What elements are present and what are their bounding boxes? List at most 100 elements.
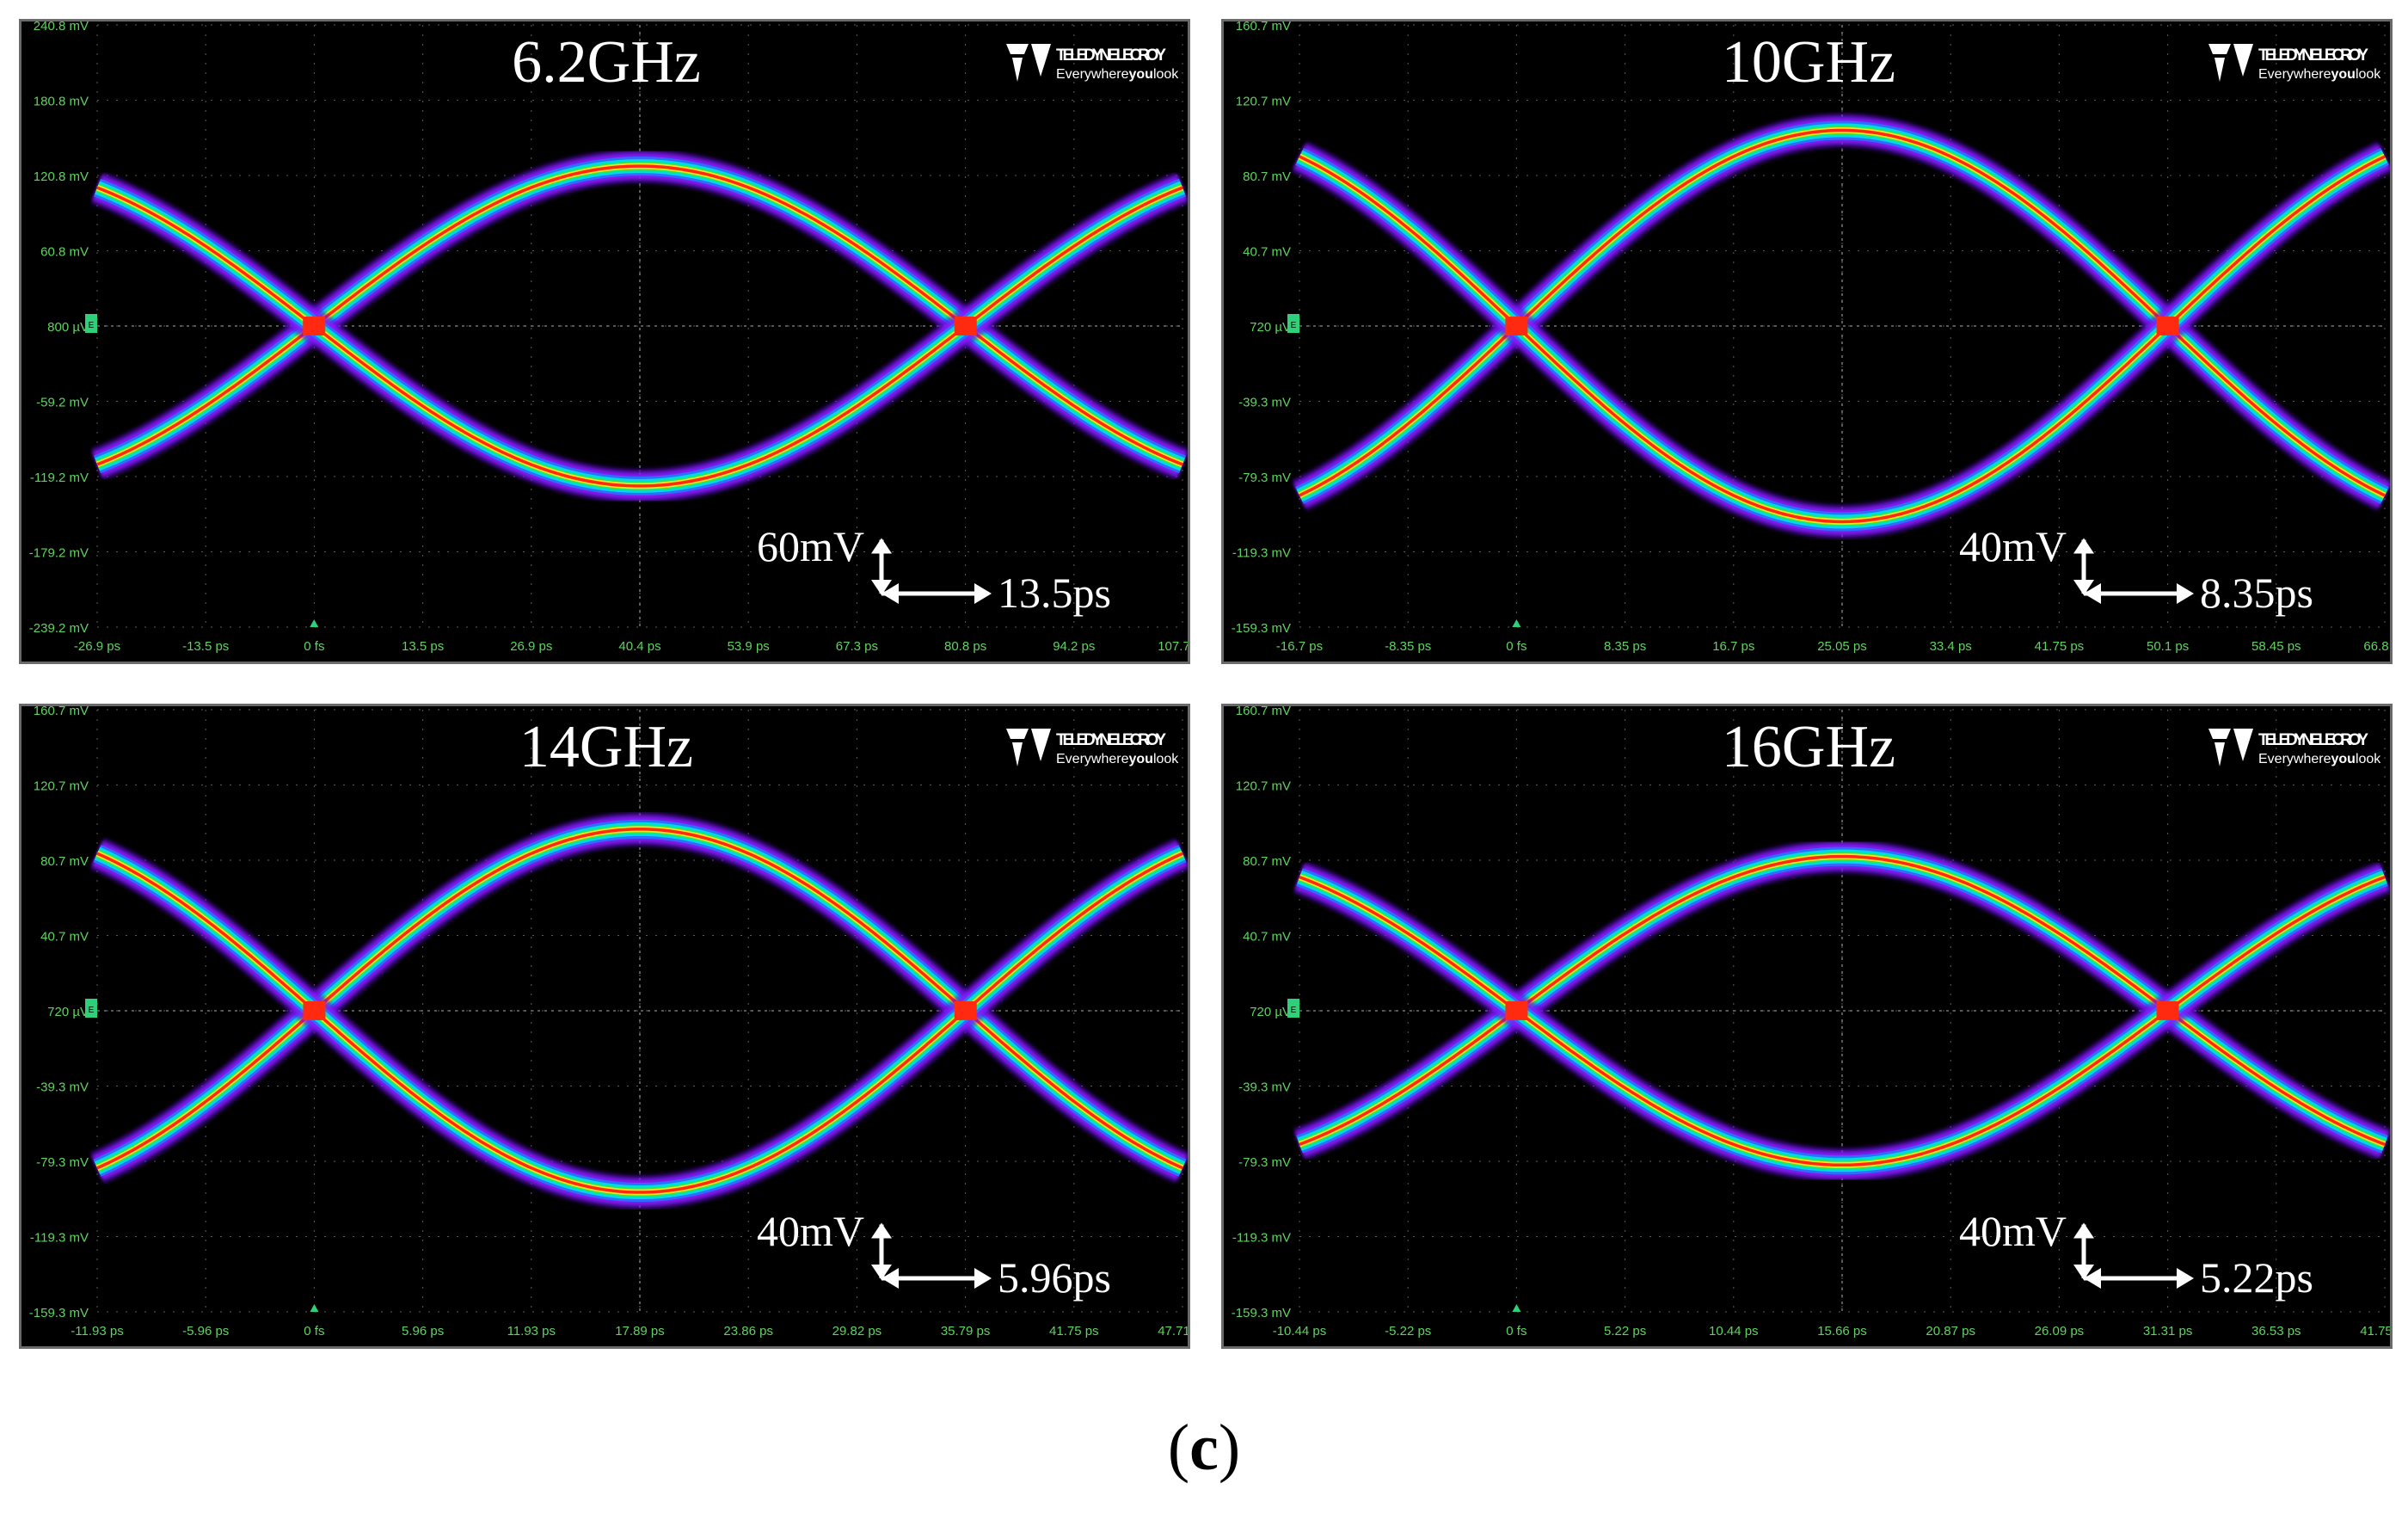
logo-tagline-bold: you — [1128, 752, 1152, 766]
y-tick-label: 80.7 mV — [1243, 854, 1291, 869]
x-tick-label: 5.22 ps — [1604, 1324, 1646, 1339]
trigger-marker-glyph: E — [89, 1006, 95, 1015]
x-tick-label: -8.35 ps — [1385, 639, 1431, 654]
scale-bar-time-label: 8.35ps — [2200, 569, 2313, 617]
logo-emblem-top-icon — [1006, 729, 1029, 739]
eye-trace-falling — [96, 852, 1183, 1194]
scale-bar-time-label: 13.5ps — [998, 569, 1111, 617]
trigger-marker-box — [85, 314, 97, 333]
scale-bar-time-label: 5.96ps — [998, 1253, 1111, 1302]
eye-crossing-marker — [954, 1000, 977, 1020]
y-tick-label: -119.3 mV — [1232, 1231, 1291, 1246]
x-tick-label: 31.31 ps — [2143, 1324, 2193, 1339]
logo-tagline-pre: Everywhere — [1056, 752, 1129, 766]
x-tick-label: -11.93 ps — [71, 1324, 123, 1339]
scale-bar — [2073, 538, 2194, 604]
x-tick-label: 0 fs — [304, 639, 324, 654]
x-tick-label: 11.93 ps — [507, 1324, 556, 1339]
scale-bar-voltage-label: 40mV — [757, 1207, 864, 1255]
y-tick-label: 240.8 mV — [34, 22, 89, 34]
x-tick-label: -5.22 ps — [1385, 1324, 1431, 1339]
eye-crossing-marker — [2156, 316, 2179, 335]
y-tick-label: 60.8 mV — [40, 245, 89, 260]
x-tick-label: 53.9 ps — [728, 639, 770, 654]
logo-tagline-post: look — [1153, 67, 1179, 82]
eye-diagram-panel-16ghz: 160.7 mV 120.7 mV 80.7 mV 40.7 mV 720 µV -39.… — [1221, 704, 2393, 1349]
y-tick-label: 120.7 mV — [1236, 779, 1291, 794]
logo-brand-name: TELEDYNE LECROY — [1056, 46, 1166, 65]
y-tick-label: -39.3 mV — [1238, 1080, 1291, 1095]
x-tick-label: 16.7 ps — [1712, 639, 1754, 654]
x-tick-label: 29.82 ps — [832, 1324, 882, 1339]
x-tick-label: 41.75 ps — [2360, 1324, 2390, 1339]
arrow-left-icon — [882, 583, 899, 604]
arrow-up-icon — [2073, 538, 2094, 554]
time-origin-marker-icon — [310, 1304, 319, 1312]
y-tick-label: -59.2 mV — [36, 396, 89, 410]
y-tick-label: 40.7 mV — [1243, 930, 1291, 945]
arrow-down-icon — [871, 1265, 892, 1280]
x-tick-label: 80.8 ps — [944, 639, 986, 654]
x-tick-label: 66.8 ps — [2363, 639, 2390, 654]
y-tick-label: 80.7 mV — [1243, 169, 1291, 184]
eye-traces — [1292, 113, 2390, 539]
eye-diagram-chart: 240.8 mV 180.8 mV 120.8 mV 60.8 mV 800 µV -59… — [29, 22, 1188, 654]
x-tick-label: 33.4 ps — [1930, 639, 1972, 654]
x-tick-label: 107.7 ps — [1158, 639, 1188, 654]
trigger-marker-glyph: E — [1291, 321, 1297, 330]
y-tick-label: 180.8 mV — [34, 95, 89, 109]
logo-tagline-pre: Everywhere — [2258, 752, 2331, 766]
eye-trace-falling — [1299, 155, 2386, 524]
x-tick-label: -5.96 ps — [182, 1324, 229, 1339]
logo-emblem-wing-icon — [2233, 729, 2253, 761]
eye-diagram-chart: 160.7 mV 120.7 mV 80.7 mV 40.7 mV 720 µV -39.… — [1232, 706, 2390, 1339]
x-tick-label: 41.75 ps — [1049, 1324, 1099, 1339]
scale-bar — [871, 538, 992, 604]
y-tick-label: 80.7 mV — [40, 854, 89, 869]
logo-emblem-stem-icon — [1012, 58, 1023, 82]
x-tick-label: -13.5 ps — [182, 639, 229, 654]
x-tick-label: 17.89 ps — [615, 1324, 665, 1339]
x-tick-label: 0 fs — [1506, 639, 1526, 654]
logo-emblem-stem-icon — [2214, 58, 2225, 82]
logo-tagline-post: look — [2356, 67, 2381, 82]
logo-emblem-top-icon — [2208, 44, 2231, 54]
x-tick-label: 8.35 ps — [1604, 639, 1646, 654]
time-origin-marker-icon — [1512, 1304, 1521, 1312]
logo-emblem-stem-icon — [1012, 742, 1023, 766]
arrow-up-icon — [2073, 1222, 2094, 1239]
y-tick-label: -79.3 mV — [36, 1155, 89, 1170]
eye-traces — [90, 149, 1188, 503]
eye-diagram-panel-10ghz: 160.7 mV 120.7 mV 80.7 mV 40.7 mV 720 µV -39.… — [1221, 19, 2393, 664]
eye-diagram-chart: 160.7 mV 120.7 mV 80.7 mV 40.7 mV 720 µV -39.… — [29, 706, 1188, 1339]
x-tick-label: 15.66 ps — [1817, 1324, 1867, 1339]
y-tick-label: -39.3 mV — [36, 1080, 89, 1095]
logo-brand-name: TELEDYNE LECROY — [2258, 46, 2368, 65]
arrow-right-icon — [974, 583, 992, 604]
chart-title: 16GHz — [1722, 714, 1895, 780]
figure-label-open: ( — [1167, 1412, 1190, 1484]
eye-crossing-marker — [303, 317, 326, 335]
scale-bar-voltage-label: 40mV — [1959, 522, 2067, 570]
eye-trace-rising — [96, 828, 1183, 1170]
x-tick-label: 26.09 ps — [2035, 1324, 2085, 1339]
x-tick-label: 41.75 ps — [2035, 639, 2085, 654]
y-tick-label: 40.7 mV — [40, 930, 89, 945]
eye-traces — [1293, 839, 2390, 1183]
logo-emblem-top-icon — [2208, 729, 2231, 739]
x-tick-label: 67.3 ps — [836, 639, 878, 654]
y-tick-label: 120.7 mV — [1236, 95, 1291, 109]
eye-crossing-marker — [1505, 1000, 1528, 1020]
teledyne-lecroy-logo: TELEDYNE LECROY Everywhereyoulook — [1006, 729, 1179, 766]
eye-trace-rising — [1299, 128, 2386, 497]
logo-tagline: Everywhereyoulook — [2258, 752, 2381, 766]
x-tick-label: 35.79 ps — [941, 1324, 991, 1339]
logo-tagline-bold: you — [2331, 67, 2355, 82]
y-tick-label: -119.3 mV — [30, 1231, 89, 1246]
x-tick-label: 20.87 ps — [1926, 1324, 1975, 1339]
y-tick-label: -79.3 mV — [1238, 1155, 1291, 1170]
trigger-marker-icon: E — [85, 999, 97, 1018]
eye-crossing-marker — [1505, 316, 1528, 335]
logo-tagline: Everywhereyoulook — [1056, 67, 1179, 82]
arrow-right-icon — [2177, 583, 2194, 604]
